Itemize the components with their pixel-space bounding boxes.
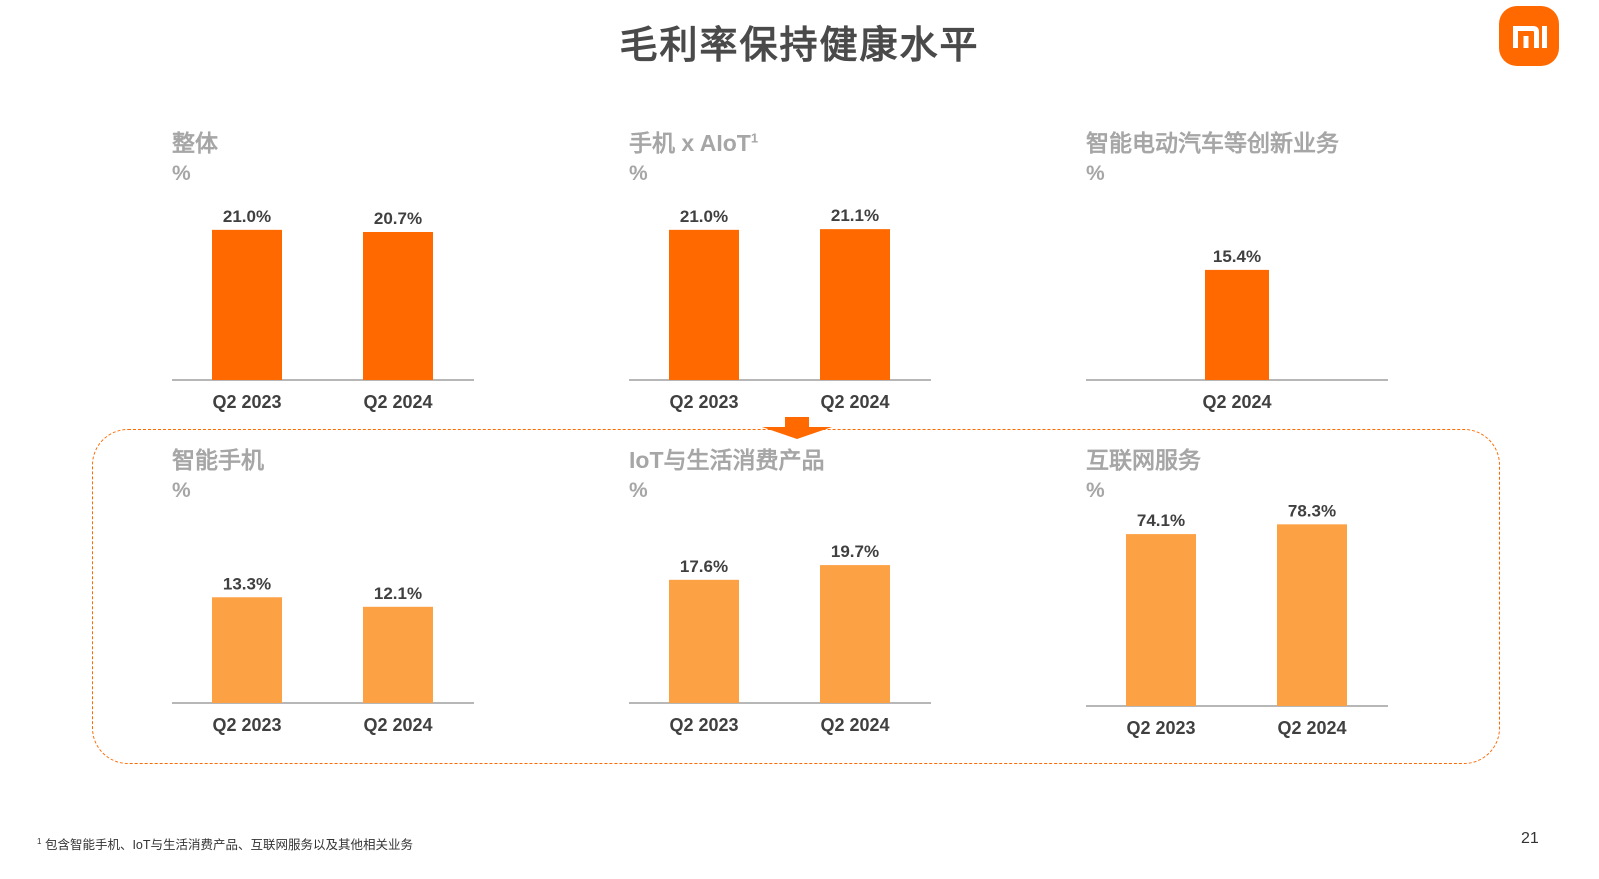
bar (669, 579, 739, 703)
bar (363, 231, 433, 380)
bar (1205, 269, 1269, 380)
bar-chart: 13.3% Q2 2023 12.1% Q2 2024 (172, 574, 474, 735)
bar (669, 229, 739, 380)
mi-logo-icon (1513, 26, 1547, 48)
chart-panel-smartphones: 智能手机 % 13.3% Q2 2023 12.1% Q2 2024 (172, 441, 592, 761)
category-tick-label: Q2 2024 (1277, 718, 1346, 738)
data-label: 78.3% (1288, 501, 1336, 520)
category-tick-label: Q2 2023 (669, 715, 738, 735)
bar-chart: 17.6% Q2 2023 19.7% Q2 2024 (629, 542, 931, 735)
data-label: 74.1% (1137, 511, 1185, 530)
data-label: 13.3% (223, 574, 271, 593)
bar (1126, 534, 1196, 706)
category-tick-label: Q2 2024 (363, 392, 432, 412)
category-tick-label: Q2 2024 (363, 715, 432, 735)
chart-panel-overall: 整体 % 21.0% Q2 2023 20.7% Q2 2024 (172, 124, 592, 444)
category-tick-label: Q2 2023 (212, 392, 281, 412)
bar (820, 565, 890, 703)
panel-title: 智能手机 (172, 447, 264, 473)
bar (212, 597, 282, 703)
category-tick-label: Q2 2024 (1202, 392, 1271, 412)
chart-panel-iot-lifestyle: IoT与生活消费产品 % 17.6% Q2 2023 19.7% Q2 2024 (629, 441, 1049, 761)
unit-label: % (1086, 162, 1105, 185)
bar (212, 229, 282, 380)
unit-label: % (1086, 479, 1105, 502)
category-tick-label: Q2 2023 (669, 392, 738, 412)
unit-label: % (172, 479, 191, 502)
data-label: 15.4% (1213, 247, 1261, 266)
data-label: 21.0% (680, 207, 728, 226)
data-label: 21.0% (223, 207, 271, 226)
bar-chart: 74.1% Q2 2023 78.3% Q2 2024 (1086, 501, 1388, 738)
bar (1277, 524, 1347, 706)
bar-chart: 15.4% Q2 2024 (1086, 247, 1388, 412)
bar (820, 229, 890, 380)
chart-panel-phone-aiot: 手机 x AIoT1 % 21.0% Q2 2023 21.1% Q2 2024 (629, 124, 1049, 444)
xiaomi-logo (1499, 6, 1559, 66)
panel-title: 互联网服务 (1086, 447, 1201, 473)
unit-label: % (172, 162, 191, 185)
data-label: 19.7% (831, 542, 879, 561)
page-number: 21 (1521, 830, 1539, 847)
panel-title: 手机 x AIoT1 (629, 130, 759, 156)
category-tick-label: Q2 2024 (820, 715, 889, 735)
footnote: 1 包含智能手机、IoT与生活消费产品、互联网服务以及其他相关业务 (37, 836, 413, 852)
panel-title: 智能电动汽车等创新业务 (1086, 130, 1339, 156)
bar (363, 606, 433, 703)
data-label: 12.1% (374, 584, 422, 603)
panel-title: 整体 (172, 130, 218, 156)
down-arrow-icon (762, 417, 832, 439)
category-tick-label: Q2 2023 (1126, 718, 1195, 738)
data-label: 20.7% (374, 209, 422, 228)
unit-label: % (629, 162, 648, 185)
category-tick-label: Q2 2024 (820, 392, 889, 412)
data-label: 17.6% (680, 557, 728, 576)
chart-panel-ev-innovation: 智能电动汽车等创新业务 % 15.4% Q2 2024 (1086, 124, 1506, 444)
chart-panel-internet-services: 互联网服务 % 74.1% Q2 2023 78.3% Q2 2024 (1086, 441, 1506, 761)
page-title: 毛利率保持健康水平 (619, 23, 980, 67)
unit-label: % (629, 479, 648, 502)
bar-chart: 21.0% Q2 2023 20.7% Q2 2024 (172, 207, 474, 412)
category-tick-label: Q2 2023 (212, 715, 281, 735)
bar-chart: 21.0% Q2 2023 21.1% Q2 2024 (629, 206, 931, 412)
panel-title: IoT与生活消费产品 (629, 447, 825, 473)
data-label: 21.1% (831, 206, 879, 225)
